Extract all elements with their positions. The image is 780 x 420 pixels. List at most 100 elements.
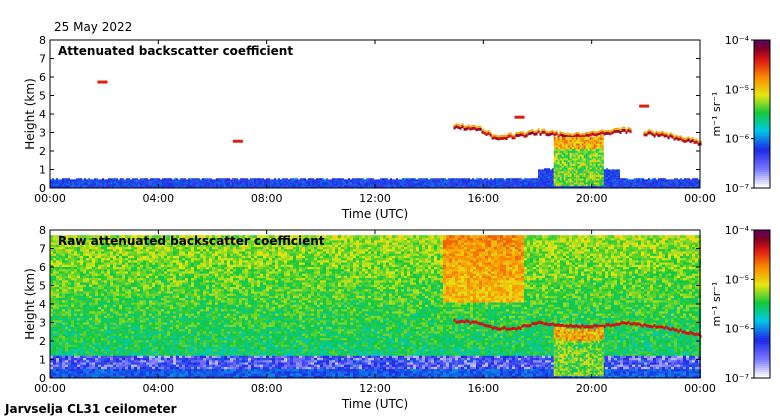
data-cell [80, 359, 83, 363]
data-cell [396, 183, 398, 186]
data-cell [500, 184, 502, 187]
data-cell [594, 186, 596, 188]
data-cell [202, 179, 204, 182]
data-cell [398, 181, 400, 184]
data-cell [83, 306, 86, 310]
data-cell [68, 370, 71, 374]
data-cell [454, 184, 456, 187]
data-cell [450, 182, 452, 185]
data-cell [62, 250, 65, 254]
data-cell [86, 346, 89, 350]
data-cell [360, 182, 362, 185]
data-cell [672, 182, 674, 185]
data-cell [288, 186, 290, 188]
data-cell [83, 370, 86, 374]
data-cell [74, 179, 76, 182]
data-cell [698, 184, 700, 187]
cloud-cell [699, 142, 702, 146]
data-cell [89, 266, 92, 270]
data-cell [456, 183, 458, 186]
cloud-edge-cell [515, 131, 518, 134]
data-cell [256, 181, 258, 184]
data-cell [94, 184, 96, 187]
data-cell [572, 186, 574, 188]
data-cell [538, 171, 540, 174]
colorbar-cell [754, 124, 770, 126]
data-cell [214, 184, 216, 187]
data-cell [538, 186, 540, 188]
data-cell [100, 184, 102, 187]
data-cell [404, 182, 406, 185]
data-cell [664, 184, 666, 187]
data-cell [89, 346, 92, 350]
data-cell [83, 279, 86, 283]
data-cell [242, 180, 244, 183]
data-cell [52, 179, 54, 182]
data-cell [602, 186, 604, 188]
data-cell [256, 184, 258, 187]
cloud-edge-cell [567, 133, 570, 136]
data-cell [422, 180, 424, 183]
data-cell [68, 281, 71, 285]
data-cell [70, 179, 72, 182]
data-cell [620, 182, 622, 185]
data-cell [476, 186, 478, 188]
data-cell [548, 172, 550, 175]
data-cell [206, 178, 208, 181]
precipitation-cell [571, 160, 574, 164]
precipitation-cell [567, 146, 570, 150]
data-cell [514, 183, 516, 186]
data-cell [446, 182, 448, 185]
data-cell [538, 183, 540, 186]
precipitation-cell [577, 138, 580, 142]
data-cell [604, 172, 606, 175]
data-cell [696, 179, 698, 182]
data-cell [62, 352, 65, 356]
data-cell [660, 186, 662, 188]
precipitation-cell [561, 157, 564, 161]
colorbar-cell [754, 76, 770, 78]
data-cell [66, 183, 68, 186]
data-cell [400, 181, 402, 184]
cloud-cell [697, 142, 700, 146]
data-cell [610, 178, 612, 181]
precipitation-cell [579, 159, 582, 163]
precipitation-cell [555, 179, 558, 183]
data-cell [202, 178, 204, 181]
cloud-edge-cell [563, 132, 566, 135]
data-cell [86, 335, 89, 339]
colorbar-cell [754, 104, 770, 106]
data-cell [630, 183, 632, 186]
data-cell [158, 181, 160, 184]
data-cell [380, 179, 382, 182]
data-cell [102, 183, 104, 186]
cloud-edge-cell [675, 134, 678, 137]
cloud-edge-cell [483, 129, 486, 132]
data-cell [258, 182, 260, 185]
data-cell [522, 182, 524, 185]
data-cell [544, 184, 546, 187]
precipitation-cell [567, 177, 570, 181]
data-cell [524, 180, 526, 183]
data-cell [59, 279, 62, 283]
data-cell [108, 181, 110, 184]
data-cell [60, 183, 62, 186]
data-cell [474, 179, 476, 182]
data-cell [496, 180, 498, 183]
data-cell [224, 186, 226, 188]
data-cell [95, 312, 98, 316]
data-cell [206, 182, 208, 185]
data-cell [62, 283, 65, 287]
data-cell [64, 182, 66, 185]
data-cell [332, 183, 334, 186]
data-cell [434, 180, 436, 183]
data-cell [80, 295, 83, 299]
data-cell [300, 180, 302, 183]
data-cell [352, 183, 354, 186]
data-cell [452, 181, 454, 184]
precipitation-cell [597, 166, 600, 170]
precipitation-cell [581, 140, 584, 144]
precipitation-cell [575, 151, 578, 155]
data-cell [83, 323, 86, 327]
data-cell [95, 352, 98, 356]
